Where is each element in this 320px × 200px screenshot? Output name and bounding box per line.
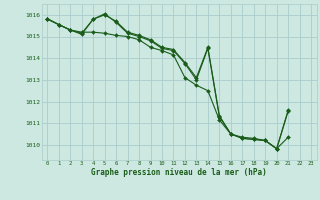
X-axis label: Graphe pression niveau de la mer (hPa): Graphe pression niveau de la mer (hPa) [91,168,267,177]
